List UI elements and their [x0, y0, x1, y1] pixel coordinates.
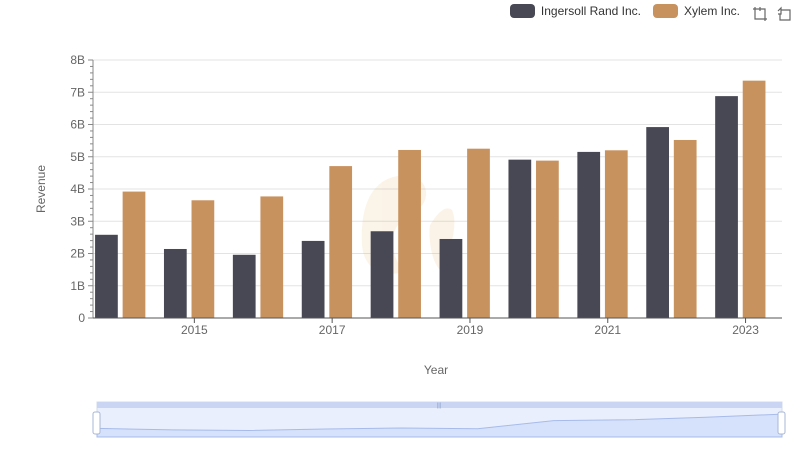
bar-ingersoll-2016[interactable] — [232, 254, 256, 318]
y-tick-label: 8B — [70, 53, 85, 67]
y-tick-label: 5B — [70, 150, 85, 164]
data-zoom-grip-icon[interactable]: ||| — [437, 403, 442, 409]
bars — [95, 80, 766, 319]
axes: 0 1B 2B 3B 4B 5B 6B 7B 8B 2015 2017 2019 2021 2023 — [70, 53, 782, 337]
bar-ingersoll-2019[interactable] — [439, 238, 463, 318]
legend-item-ingersoll[interactable]: Ingersoll Rand Inc. — [509, 4, 641, 18]
bar-xylem-2016[interactable] — [260, 196, 284, 318]
x-tick-label: 2015 — [181, 323, 208, 337]
legend-label-xylem: Xylem Inc. — [683, 4, 740, 18]
bar-ingersoll-2014[interactable] — [95, 234, 118, 318]
y-axis-label: Revenue — [34, 165, 48, 213]
legend-swatch-xylem — [652, 4, 678, 18]
y-tick-label: 0 — [78, 311, 85, 325]
y-tick-label: 1B — [70, 279, 85, 293]
bar-ingersoll-2017[interactable] — [301, 240, 325, 318]
data-zoom-slider[interactable]: ||| — [92, 401, 786, 438]
bar-ingersoll-2018[interactable] — [370, 231, 394, 318]
x-axis-label: Year — [424, 363, 448, 377]
toolbox — [752, 6, 792, 22]
bar-xylem-2014[interactable] — [122, 191, 146, 318]
y-tick-label: 4B — [70, 182, 85, 196]
bar-ingersoll-2020[interactable] — [508, 159, 532, 318]
legend-item-xylem[interactable]: Xylem Inc. — [652, 4, 740, 18]
bar-xylem-2022[interactable] — [673, 139, 697, 318]
bar-ingersoll-2015[interactable] — [163, 248, 187, 318]
restore-icon[interactable] — [776, 6, 792, 22]
bar-xylem-2019[interactable] — [467, 148, 490, 318]
x-tick-label: 2023 — [732, 323, 759, 337]
data-zoom-left-handle[interactable] — [92, 411, 101, 435]
legend: Ingersoll Rand Inc. Xylem Inc. — [509, 4, 740, 18]
y-tick-label: 7B — [70, 85, 85, 99]
bar-xylem-2023[interactable] — [742, 80, 766, 318]
data-zoom-right-handle[interactable] — [777, 411, 786, 435]
x-tick-label: 2017 — [319, 323, 346, 337]
legend-label-ingersoll: Ingersoll Rand Inc. — [540, 4, 641, 18]
bar-xylem-2015[interactable] — [191, 200, 215, 318]
data-zoom-preview — [96, 413, 783, 438]
y-tick-label: 3B — [70, 214, 85, 228]
data-zoom-top-bar[interactable] — [97, 402, 782, 408]
bar-ingersoll-2022[interactable] — [646, 127, 670, 318]
bar-xylem-2021[interactable] — [604, 150, 628, 318]
x-tick-label: 2021 — [594, 323, 621, 337]
y-tick-label: 2B — [70, 247, 85, 261]
bar-xylem-2018[interactable] — [398, 149, 421, 318]
bar-xylem-2020[interactable] — [536, 160, 559, 318]
x-tick-label: 2019 — [457, 323, 484, 337]
bar-ingersoll-2023[interactable] — [715, 96, 738, 319]
y-tick-label: 6B — [70, 118, 85, 132]
zoom-box-icon[interactable] — [752, 6, 768, 22]
bar-ingersoll-2021[interactable] — [577, 151, 601, 318]
bar-xylem-2017[interactable] — [329, 166, 353, 318]
legend-swatch-ingersoll — [509, 4, 535, 18]
